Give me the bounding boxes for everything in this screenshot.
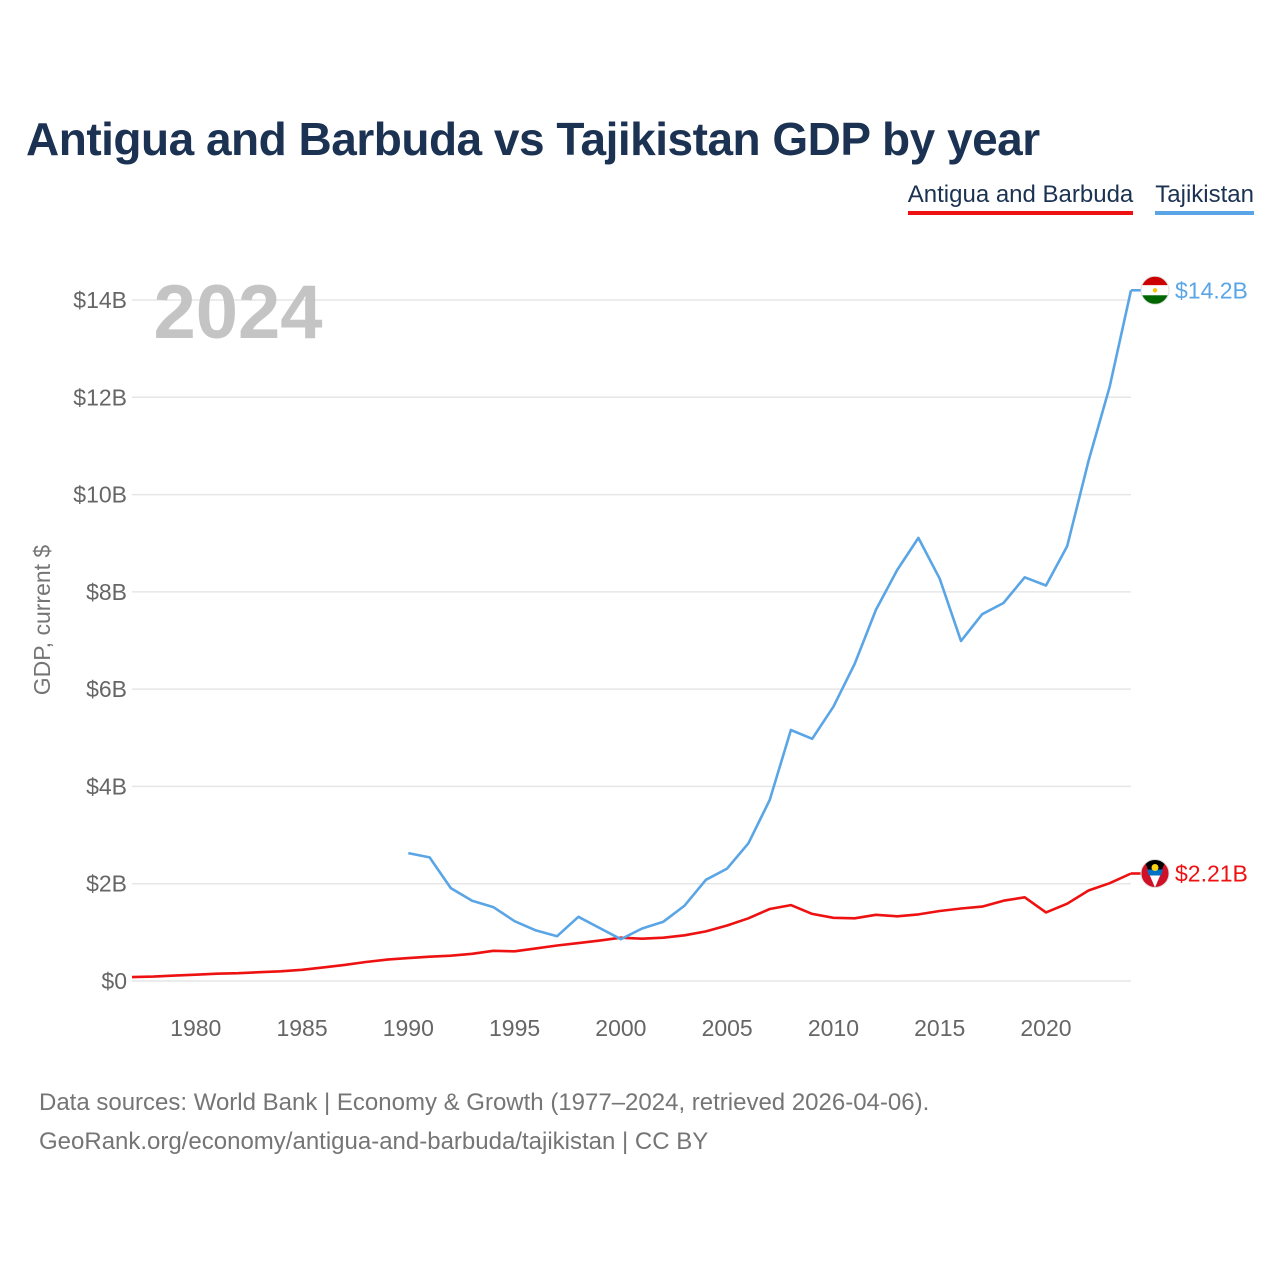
- y-tick-label: $14B: [73, 287, 127, 313]
- x-tick-label: 2020: [1020, 1015, 1071, 1041]
- year-watermark: 2024: [153, 270, 322, 355]
- x-tick-label: 1990: [383, 1015, 434, 1041]
- tajikistan-flag-icon: [1140, 275, 1170, 305]
- x-tick-label: 2005: [702, 1015, 753, 1041]
- source-url-license: GeoRank.org/economy/antigua-and-barbuda/…: [39, 1128, 709, 1155]
- y-tick-label: $12B: [73, 384, 127, 410]
- legend: Antigua and Barbuda Tajikistan: [907, 181, 1254, 215]
- y-tick-label: $2B: [86, 871, 127, 897]
- y-tick-label: $0: [101, 968, 127, 994]
- x-tick-label: 1980: [170, 1015, 221, 1041]
- y-tick-label: $6B: [86, 676, 127, 702]
- legend-item-tajikistan[interactable]: Tajikistan: [1155, 181, 1254, 215]
- x-tick-label: 2010: [808, 1015, 859, 1041]
- series-line-tajikistan[interactable]: [408, 290, 1133, 941]
- y-tick-label: $4B: [86, 773, 127, 799]
- x-axis-tick-labels: 1980 1985 1990 1995 2000 2005 2010 2015 2020: [170, 1015, 1071, 1041]
- series-end-label: $14.2B: [1175, 277, 1248, 303]
- y-axis-tick-labels: $0 $2B $4B $6B $8B $10B $12B $14B: [73, 287, 127, 994]
- y-tick-label: $10B: [73, 482, 127, 508]
- y-axis-label: GDP, current $: [29, 545, 55, 696]
- x-tick-label: 2000: [595, 1015, 646, 1041]
- series-line-antigua-and-barbuda[interactable]: [131, 872, 1132, 979]
- x-tick-label: 1985: [276, 1015, 327, 1041]
- legend-item-antigua-and-barbuda[interactable]: Antigua and Barbuda: [907, 181, 1134, 215]
- footer: Data sources: World Bank | Economy & Gro…: [39, 1083, 929, 1161]
- chart-title: Antigua and Barbuda vs Tajikistan GDP by…: [26, 113, 1040, 165]
- data-sources-note: Data sources: World Bank | Economy & Gro…: [39, 1089, 930, 1116]
- gdp-line-chart: $0$2B$4B$6B$8B$10B$12B$14B 1980 1985 1990 1…: [29, 270, 1248, 1041]
- gridlines: [132, 299, 1131, 982]
- series-end-markers: $2.21B $14.2B: [1131, 275, 1248, 888]
- y-tick-label: $8B: [86, 579, 127, 605]
- x-tick-label: 2015: [914, 1015, 965, 1041]
- antigua-flag-icon: [1140, 858, 1170, 888]
- x-tick-label: 1995: [489, 1015, 540, 1041]
- series-end-label: $2.21B: [1175, 860, 1248, 886]
- series-lines: [131, 290, 1133, 979]
